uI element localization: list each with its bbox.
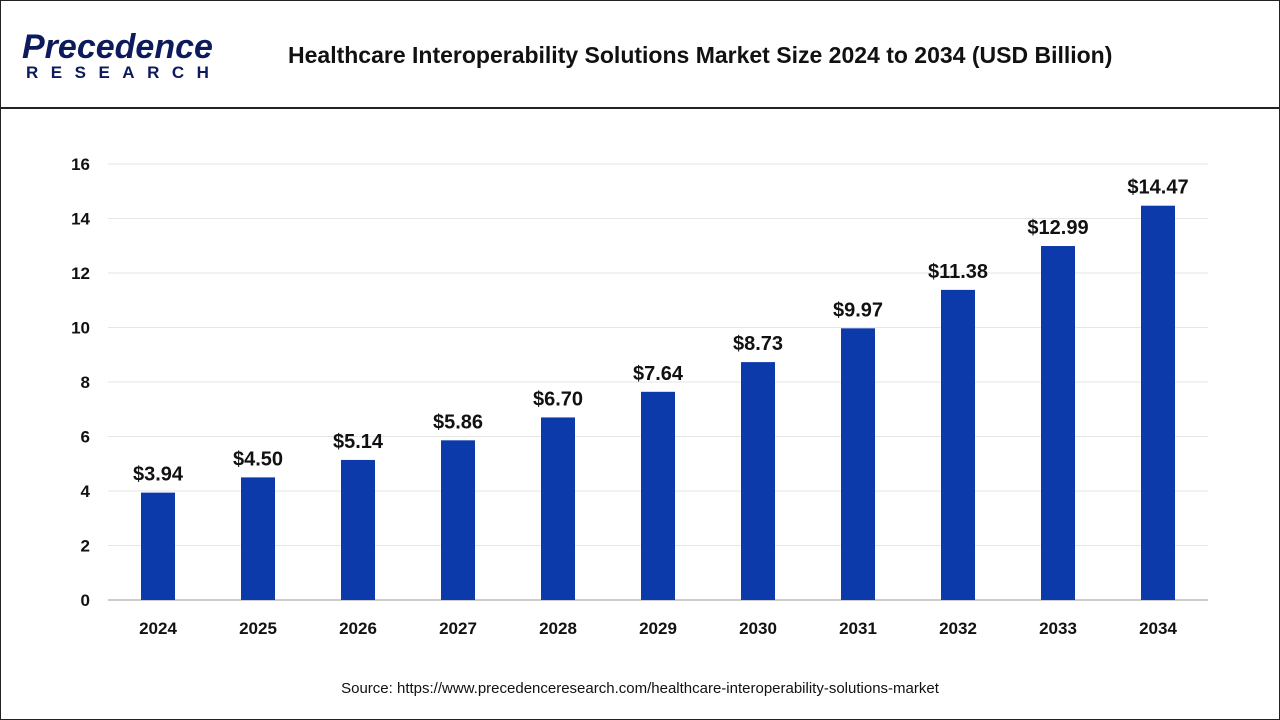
logo-sub-text: RESEARCH xyxy=(26,63,222,82)
x-tick-label: 2032 xyxy=(939,619,977,638)
bar-2026 xyxy=(341,459,375,600)
x-tick-label: 2027 xyxy=(439,619,477,638)
chart-title: Healthcare Interoperability Solutions Ma… xyxy=(288,42,1113,68)
x-tick-label: 2026 xyxy=(339,619,377,638)
y-tick-label: 0 xyxy=(81,591,90,610)
y-tick-label: 2 xyxy=(81,537,90,556)
x-tick-label: 2033 xyxy=(1039,619,1077,638)
bar-2033 xyxy=(1041,246,1075,600)
source-note: Source: https://www.precedenceresearch.c… xyxy=(341,680,939,697)
bar-2030 xyxy=(741,362,775,600)
bar-2031 xyxy=(841,328,875,600)
y-tick-label: 4 xyxy=(81,482,91,501)
logo-main-text: Precedence xyxy=(22,28,213,66)
data-label: $8.73 xyxy=(733,333,783,355)
data-label: $12.99 xyxy=(1027,217,1088,239)
y-tick-label: 6 xyxy=(81,428,90,447)
data-label: $11.38 xyxy=(928,261,988,283)
x-tick-label: 2030 xyxy=(739,619,777,638)
y-tick-label: 14 xyxy=(71,210,90,229)
data-label: $7.64 xyxy=(633,363,684,385)
y-tick-label: 12 xyxy=(71,264,90,283)
data-label: $5.86 xyxy=(433,411,483,433)
x-tick-label: 2031 xyxy=(839,619,877,638)
x-tick-label: 2029 xyxy=(639,619,677,638)
bar-2034 xyxy=(1141,205,1175,600)
bar-2032 xyxy=(941,289,975,600)
y-tick-label: 16 xyxy=(71,155,90,174)
data-label: $14.47 xyxy=(1127,177,1188,199)
data-label: $9.97 xyxy=(833,299,883,321)
header: Precedence RESEARCH Healthcare Interoper… xyxy=(0,0,1280,109)
x-tick-label: 2028 xyxy=(539,619,577,638)
data-label: $5.14 xyxy=(333,431,384,453)
y-tick-label: 8 xyxy=(81,373,90,392)
bar-2028 xyxy=(541,417,575,600)
x-tick-label: 2025 xyxy=(239,619,277,638)
bar-2027 xyxy=(441,440,475,600)
data-label: $3.94 xyxy=(133,464,184,486)
data-label: $6.70 xyxy=(533,388,583,410)
bar-2024 xyxy=(141,492,175,600)
x-tick-label: 2034 xyxy=(1139,619,1177,638)
bar-2029 xyxy=(641,391,675,600)
bar-2025 xyxy=(241,477,275,600)
x-tick-label: 2024 xyxy=(139,619,177,638)
logo: Precedence RESEARCH xyxy=(22,30,221,82)
data-label: $4.50 xyxy=(233,448,283,470)
y-tick-label: 10 xyxy=(71,319,90,338)
